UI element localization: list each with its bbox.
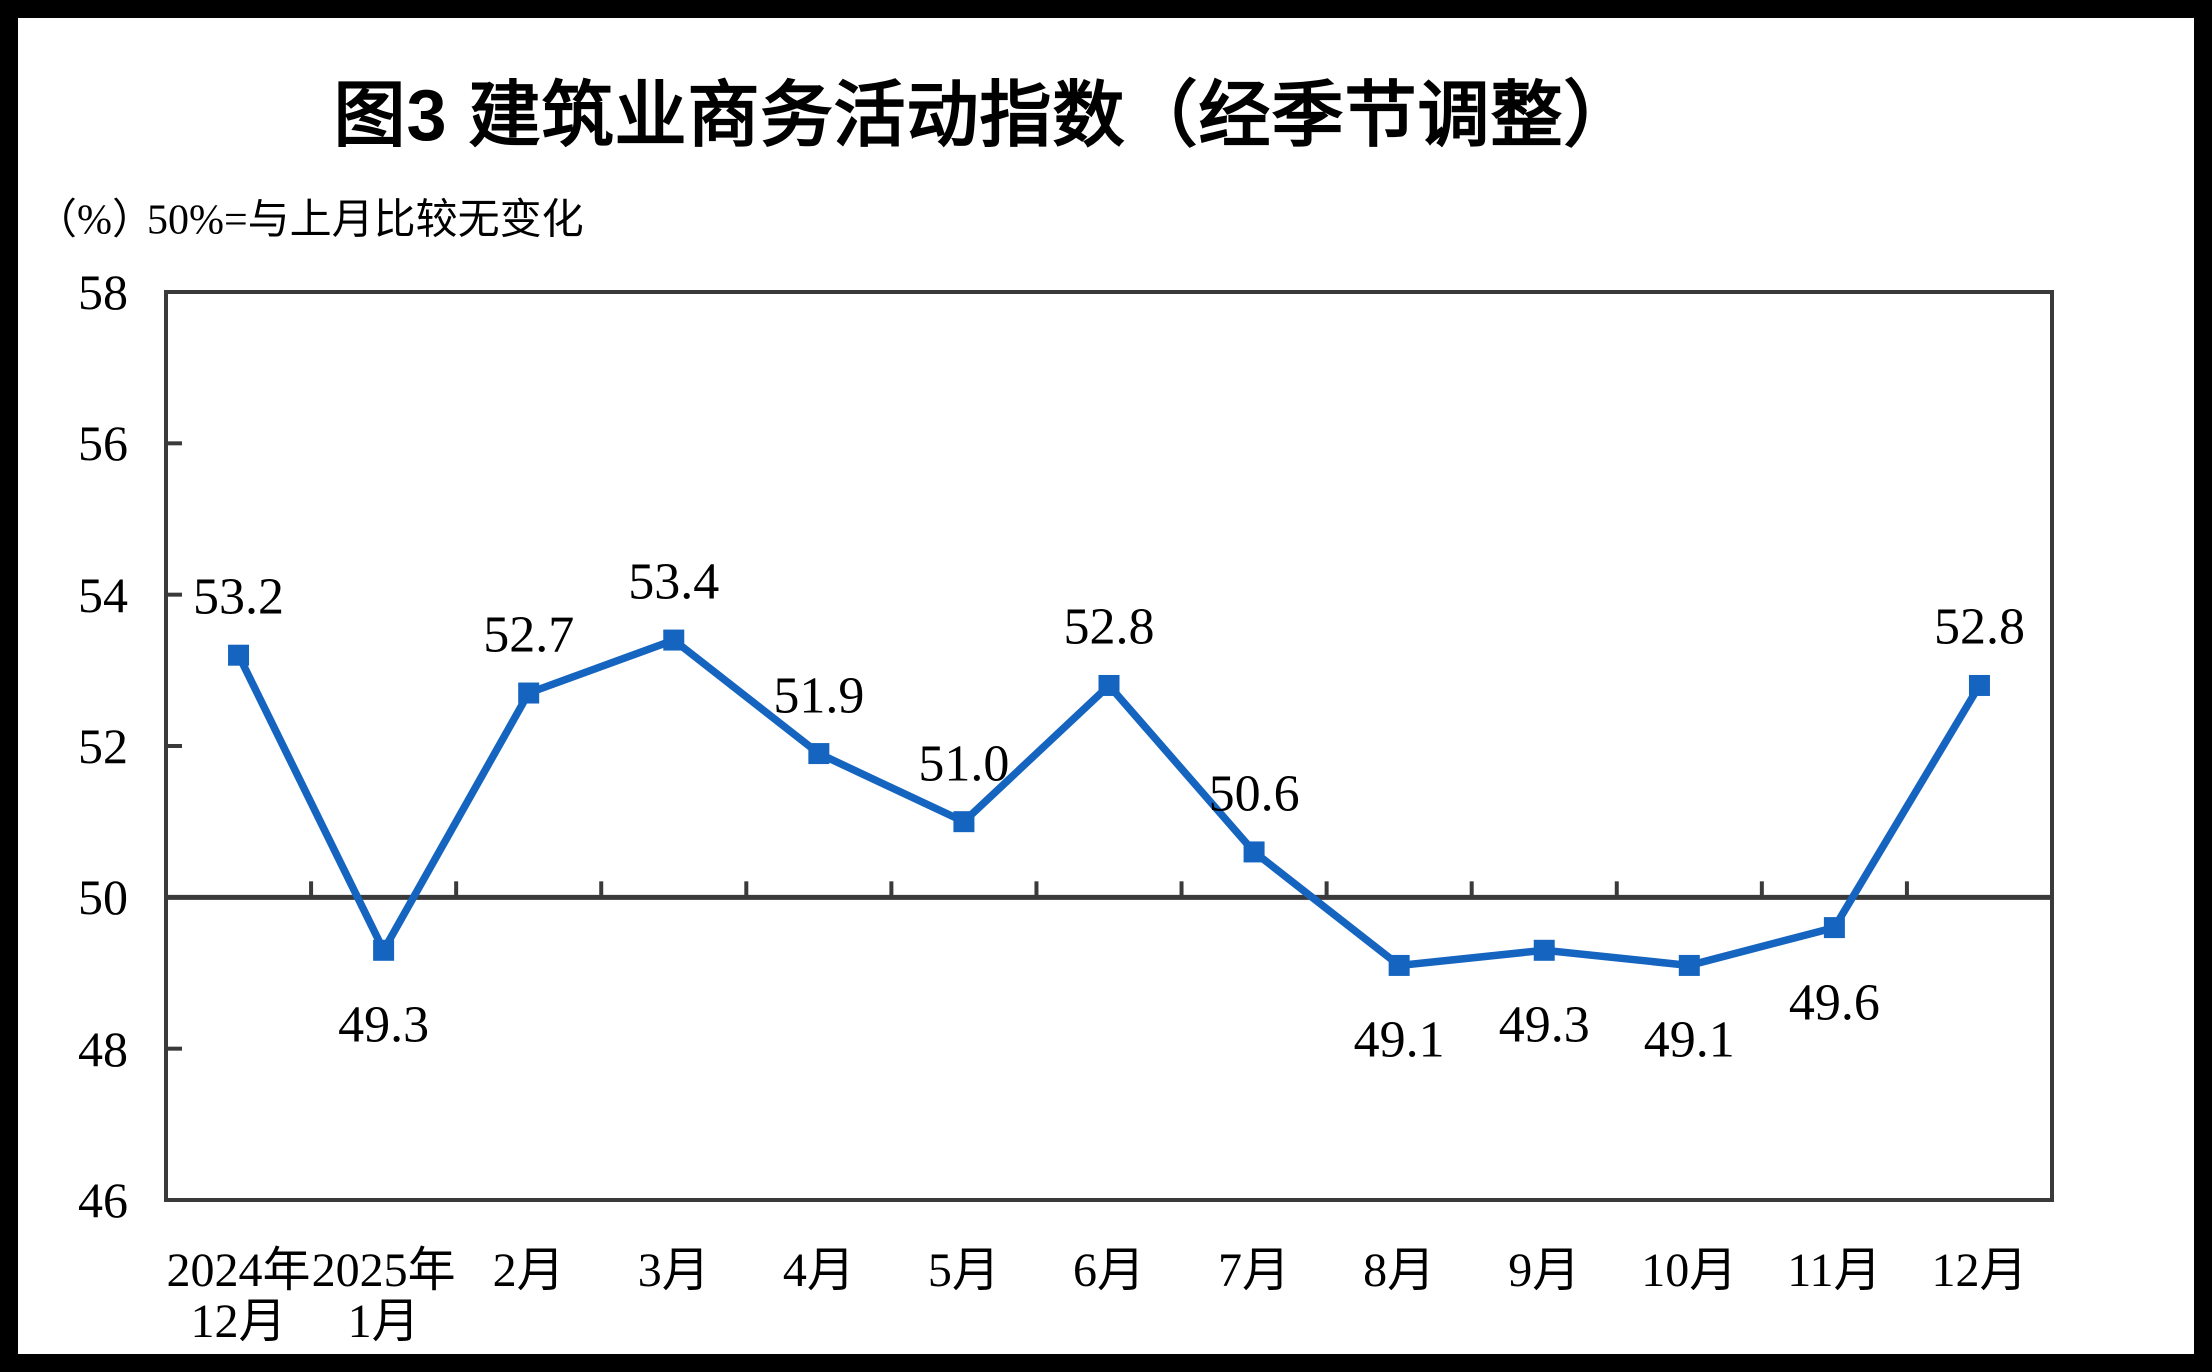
data-label: 53.2 xyxy=(193,568,285,626)
data-label: 49.3 xyxy=(338,996,430,1054)
reference-note: 50%=与上月比较无变化 xyxy=(147,197,584,244)
x-tick-label: 6月 xyxy=(1072,1244,1146,1297)
y-axis-unit-label: （%） xyxy=(35,197,154,244)
x-tick-label: 4月 xyxy=(782,1244,855,1297)
y-tick-label: 52 xyxy=(78,718,128,774)
data-marker xyxy=(1968,674,1990,696)
chart-title: 图3 建筑业商务活动指数（经季节调整） xyxy=(333,76,1637,156)
data-marker xyxy=(1243,841,1265,863)
x-tick-label: 8月 xyxy=(1363,1244,1436,1297)
data-label: 49.1 xyxy=(1353,1011,1445,1069)
y-tick-label: 48 xyxy=(78,1020,128,1077)
x-tick-label: 3月 xyxy=(637,1244,710,1297)
axis-frame xyxy=(164,290,2054,1202)
y-tick-label: 46 xyxy=(78,1172,128,1228)
data-marker xyxy=(1533,939,1555,961)
x-tick-label: 1月 xyxy=(347,1295,420,1348)
x-tick-label: 12月 xyxy=(1931,1244,2028,1297)
x-tick-label: 11月 xyxy=(1787,1244,1882,1297)
data-label: 50.6 xyxy=(1208,765,1300,823)
data-marker xyxy=(663,629,685,651)
data-marker xyxy=(808,743,830,765)
y-tick-label: 54 xyxy=(78,566,128,623)
data-label: 49.1 xyxy=(1643,1011,1735,1069)
data-label: 52.7 xyxy=(483,606,575,664)
data-marker xyxy=(1678,954,1700,976)
data-label: 52.8 xyxy=(1933,598,2025,656)
data-marker xyxy=(1823,917,1845,939)
x-tick-label: 10月 xyxy=(1641,1244,1738,1297)
x-tick-label: 12月 xyxy=(190,1295,287,1348)
data-label: 51.9 xyxy=(773,667,865,725)
y-tick-label: 58 xyxy=(78,264,128,320)
y-tick-label: 50 xyxy=(78,869,128,926)
data-label: 53.4 xyxy=(628,553,720,611)
data-marker xyxy=(1388,954,1410,976)
data-marker xyxy=(518,682,540,704)
data-label: 52.8 xyxy=(1063,598,1155,656)
data-marker xyxy=(228,644,250,666)
data-marker xyxy=(1098,674,1120,696)
x-tick-label: 2025年 xyxy=(311,1244,456,1297)
x-tick-label: 5月 xyxy=(927,1244,1000,1297)
x-tick-label: 2月 xyxy=(492,1244,565,1297)
x-tick-label: 2024年 xyxy=(166,1244,311,1297)
data-marker xyxy=(953,811,975,833)
data-label: 51.0 xyxy=(918,735,1010,793)
data-marker xyxy=(373,939,395,961)
x-tick-label: 9月 xyxy=(1508,1244,1581,1297)
data-label: 49.6 xyxy=(1788,974,1880,1032)
x-tick-label: 7月 xyxy=(1218,1244,1291,1297)
y-tick-label: 56 xyxy=(78,415,128,472)
data-label: 49.3 xyxy=(1498,996,1590,1054)
